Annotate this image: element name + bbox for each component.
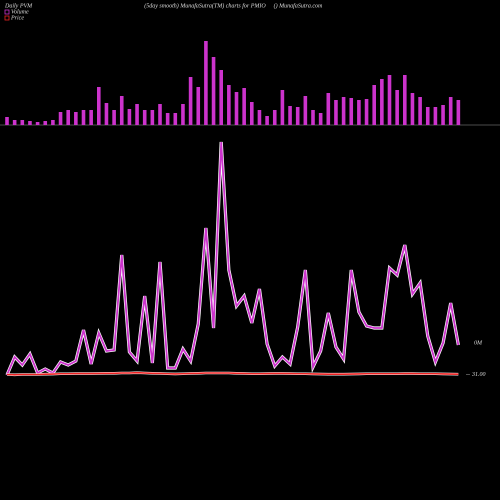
volume-bar <box>219 70 223 125</box>
volume-bar <box>288 106 292 125</box>
legend-label: Volume <box>11 9 29 15</box>
volume-bar <box>5 117 9 125</box>
volume-bar <box>173 113 178 125</box>
volume-bar <box>349 98 354 125</box>
volume-bar <box>372 85 376 125</box>
volume-bar <box>418 97 422 125</box>
volume-bar <box>204 41 208 125</box>
price-label: 31.00 <box>471 372 486 378</box>
volume-bar <box>341 97 346 125</box>
volume-bar <box>295 107 300 125</box>
volume-label: 0M <box>474 340 483 346</box>
volume-bar <box>456 100 461 125</box>
volume-bar <box>387 75 392 125</box>
volume-bar <box>135 104 139 125</box>
volume-bar <box>211 57 216 125</box>
volume-bar <box>234 92 239 125</box>
volume-bar <box>364 99 369 125</box>
volume-bar <box>28 121 32 125</box>
volume-bar <box>433 107 438 125</box>
chart-title: Daily PVM <box>4 3 33 9</box>
volume-bar <box>395 90 399 125</box>
legend-swatch <box>4 9 10 15</box>
volume-line-outline <box>5 141 460 376</box>
volume-bar <box>119 96 124 125</box>
volume-bar <box>89 110 93 125</box>
volume-bar <box>142 110 147 125</box>
volume-bar <box>425 107 430 125</box>
volume-bar <box>127 109 132 125</box>
volume-bar <box>35 122 40 125</box>
legend-label: Price <box>10 15 24 21</box>
legend-swatch <box>4 15 10 21</box>
volume-bar <box>165 113 170 125</box>
volume-bar <box>227 85 231 125</box>
volume-line <box>6 141 460 376</box>
volume-bar <box>380 79 384 125</box>
volume-bar <box>20 120 25 125</box>
volume-bar <box>12 120 17 125</box>
volume-bar <box>410 93 415 125</box>
volume-bar <box>257 110 262 125</box>
volume-bar <box>66 110 70 125</box>
volume-bar <box>311 110 315 125</box>
volume-bar <box>334 100 338 125</box>
price-line <box>6 371 459 376</box>
volume-bar <box>441 105 445 125</box>
volume-bar <box>272 110 277 125</box>
volume-bar <box>43 121 48 125</box>
volume-bar <box>150 110 155 125</box>
volume-bar <box>357 100 361 125</box>
volume-bar <box>280 90 285 125</box>
volume-bar <box>51 120 55 125</box>
volume-bar <box>188 77 193 125</box>
volume-bar <box>181 104 185 125</box>
volume-bar <box>81 110 86 125</box>
volume-bar <box>265 116 269 125</box>
volume-bar <box>318 113 323 125</box>
volume-bar <box>74 112 78 125</box>
volume-bar <box>303 96 308 125</box>
source: () MunafaSutra.com <box>274 2 323 9</box>
volume-bar <box>97 87 101 125</box>
volume-bar <box>58 112 63 125</box>
chart-subtitle: (5day smooth) MunafaSutra(TM) charts for… <box>144 2 266 9</box>
volume-bar <box>250 102 254 125</box>
volume-bar <box>242 88 246 125</box>
volume-bar <box>158 104 162 125</box>
volume-bar <box>196 87 201 125</box>
volume-bar <box>112 110 116 125</box>
volume-bar <box>403 75 407 125</box>
volume-bar <box>326 93 331 125</box>
volume-bar <box>448 97 453 125</box>
volume-bar <box>104 103 109 125</box>
